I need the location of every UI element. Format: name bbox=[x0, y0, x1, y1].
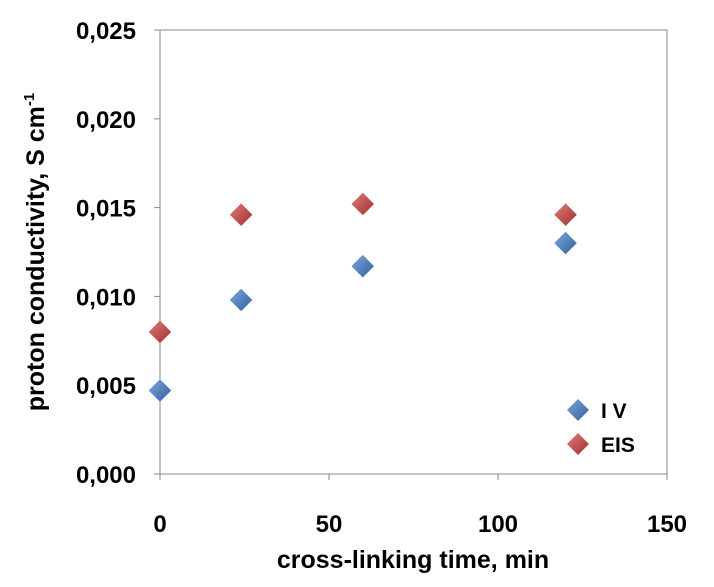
legend-label-iv: I V bbox=[601, 400, 627, 423]
legend: I V EIS bbox=[567, 399, 635, 457]
y-axis-title-superscript: -1 bbox=[21, 93, 38, 106]
y-axis-ticks: 0,000 0,005 0,010 0,015 0,020 0,025 bbox=[76, 18, 160, 489]
y-axis-title: proton conductivity, S cm-1 bbox=[21, 93, 50, 411]
data-point-eis bbox=[148, 320, 172, 344]
legend-marker-iv bbox=[567, 399, 589, 421]
x-axis-title: cross-linking time, min bbox=[277, 546, 549, 574]
y-tick-label: 0,005 bbox=[76, 373, 136, 400]
y-tick-label: 0,020 bbox=[76, 107, 136, 134]
legend-label-eis: EIS bbox=[601, 434, 635, 457]
data-point-iv bbox=[554, 231, 577, 255]
data-point-iv bbox=[351, 254, 375, 278]
x-tick-label: 0 bbox=[153, 511, 166, 538]
data-point-iv bbox=[148, 379, 172, 402]
plot-area bbox=[159, 29, 668, 475]
x-axis-ticks: 0 50 100 150 bbox=[153, 474, 687, 538]
data-point-eis bbox=[351, 192, 375, 216]
data-points bbox=[148, 192, 577, 402]
legend-marker-eis bbox=[567, 433, 589, 455]
data-point-iv bbox=[229, 288, 253, 312]
x-tick-label: 100 bbox=[478, 511, 518, 538]
y-tick-label: 0,000 bbox=[76, 462, 136, 489]
y-tick-label: 0,010 bbox=[76, 284, 136, 311]
data-point-eis bbox=[229, 203, 253, 227]
data-point-eis bbox=[554, 203, 577, 227]
y-tick-label: 0,025 bbox=[76, 18, 136, 45]
x-tick-label: 150 bbox=[647, 511, 687, 538]
y-axis-title-main: proton conductivity, S cm bbox=[22, 106, 50, 411]
x-tick-label: 50 bbox=[316, 511, 343, 538]
y-tick-label: 0,015 bbox=[76, 196, 136, 223]
